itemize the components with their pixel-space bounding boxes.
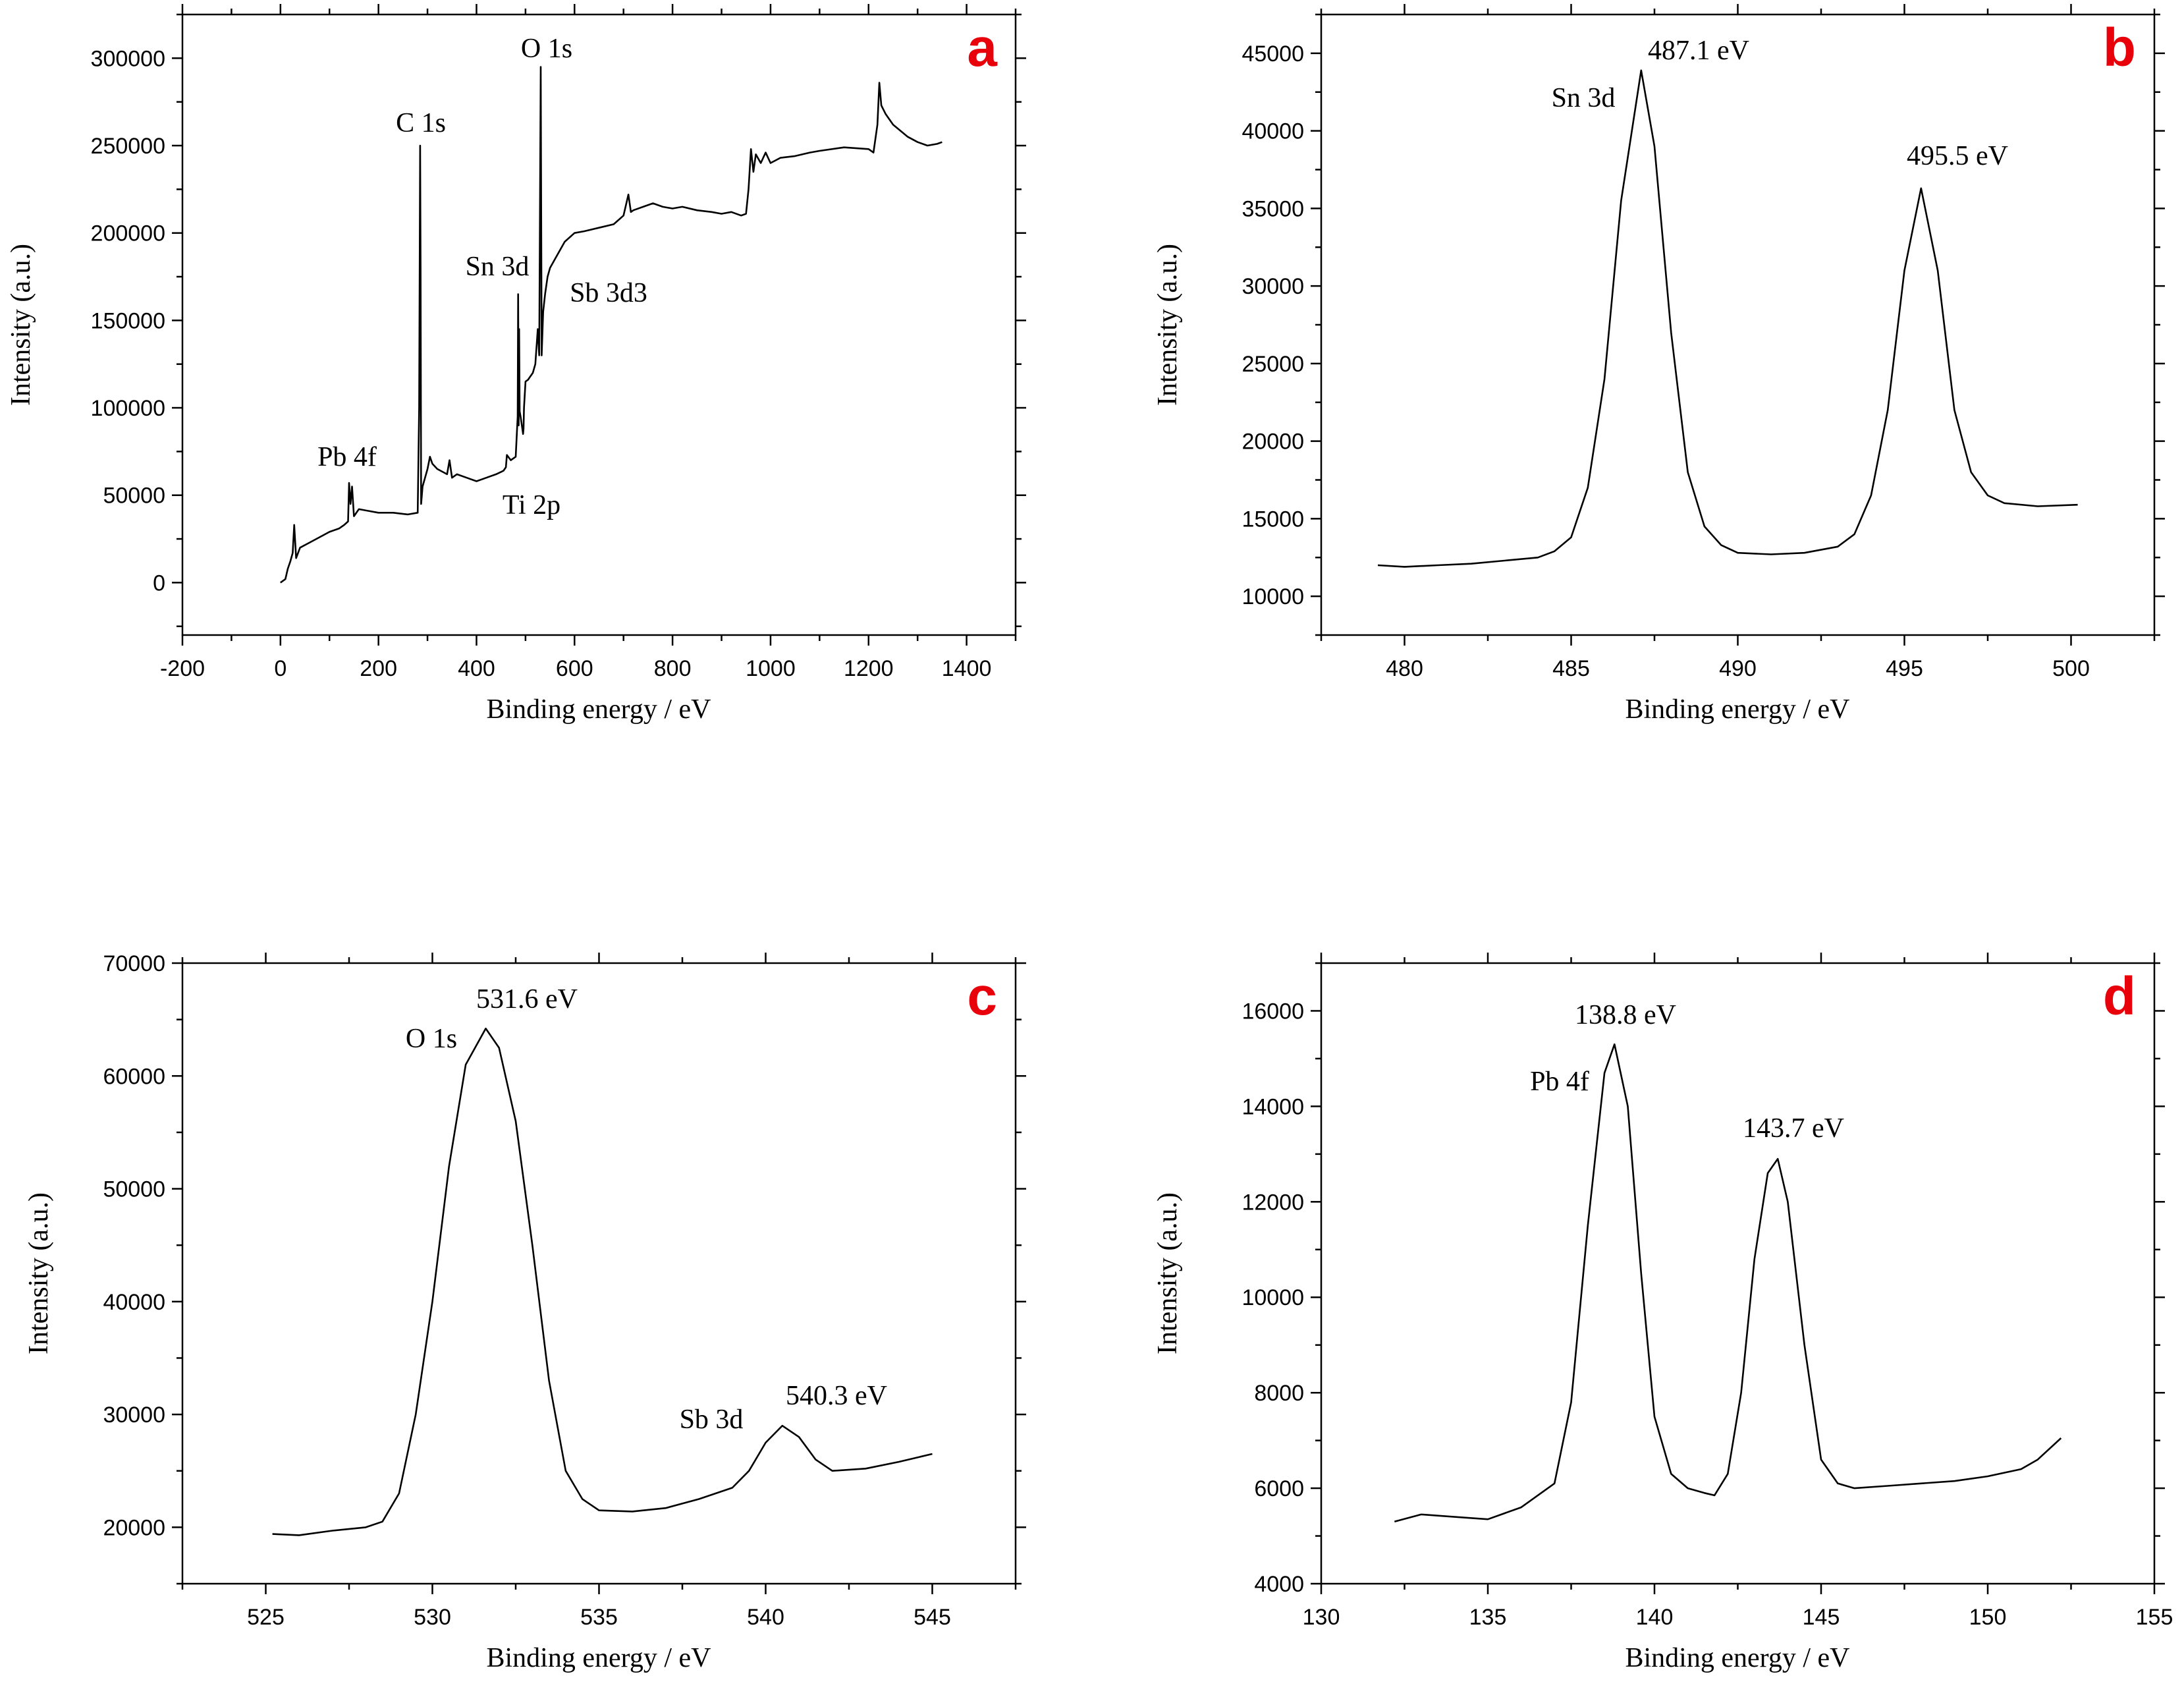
y-tick-label: 30000: [103, 1403, 165, 1428]
annotation-sb3d3: Sb 3d3: [570, 278, 647, 308]
annotation-sn3d: Sn 3d: [466, 252, 530, 282]
annotation-143-7ev: 143.7 eV: [1743, 1113, 1844, 1144]
y-tick-label: 60000: [103, 1064, 165, 1089]
x-tick-label: 490: [1719, 656, 1757, 681]
y-tick-label: 16000: [1242, 999, 1304, 1024]
y-tick-label: 50000: [103, 484, 165, 509]
y-tick-label: 25000: [1242, 352, 1304, 377]
x-tick-label: 200: [360, 656, 397, 681]
y-tick-label: 40000: [1242, 119, 1304, 144]
x-tick-label: 500: [2052, 656, 2090, 681]
x-tick-label: 135: [1469, 1605, 1507, 1630]
y-axis-label-d: Intensity (a.u.): [1153, 1192, 1183, 1354]
annotation-pb4f: Pb 4f: [317, 442, 377, 472]
y-tick-label: 70000: [103, 951, 165, 976]
x-tick-label: 1000: [746, 656, 796, 681]
tick-group-b: 480 485 490 495 500 10000 15000 20000 25000 30000…: [1242, 4, 2165, 681]
x-axis-label-a: Binding energy / eV: [486, 694, 711, 725]
x-tick-label: 495: [1886, 656, 1923, 681]
x-tick-label: 485: [1552, 656, 1590, 681]
tick-group-d: 130 135 140 145 150 155 4000 6000 8000 10000 12000…: [1242, 953, 2173, 1630]
series-line-c: [272, 1028, 933, 1536]
y-tick-label: 50000: [103, 1177, 165, 1202]
plot-frame-a: [181, 13, 1017, 636]
x-axis-label-d: Binding energy / eV: [1625, 1643, 1849, 1673]
y-tick-label: 100000: [91, 396, 165, 421]
x-tick-label: 130: [1303, 1605, 1340, 1630]
annotation-138-8ev: 138.8 eV: [1575, 1000, 1676, 1030]
x-tick-label: 540: [747, 1605, 784, 1630]
x-tick-label: 0: [274, 656, 287, 681]
y-axis-label-b: Intensity (a.u.): [1153, 244, 1183, 406]
y-tick-label: 20000: [1242, 430, 1304, 455]
panel-d: 130 135 140 145 150 155 4000 6000 8000 10000 12000…: [1153, 953, 2173, 1673]
x-tick-label: 1200: [844, 656, 894, 681]
annotation-sb3d-c: Sb 3d: [680, 1405, 744, 1435]
x-axis-label-c: Binding energy / eV: [486, 1643, 711, 1673]
y-tick-label: 250000: [91, 134, 165, 159]
y-tick-label: 30000: [1242, 274, 1304, 299]
tick-group-c: 525 530 535 540 545 20000 30000 40000 50000 60000…: [103, 951, 1026, 1630]
y-tick-label: 300000: [91, 46, 165, 71]
panel-letter-d: d: [2103, 966, 2136, 1026]
panel-a: -200 0 200 400 600 800 1000 1200 1400 0 50000 10000…: [6, 4, 1026, 725]
y-axis-label-a: Intensity (a.u.): [6, 244, 36, 406]
plot-frame-d: [1320, 962, 2156, 1585]
y-tick-label: 10000: [1242, 1285, 1304, 1310]
y-tick-label: 4000: [1254, 1572, 1304, 1597]
x-tick-label: 800: [654, 656, 692, 681]
panel-b: 480 485 490 495 500 10000 15000 20000 25000 30000…: [1153, 4, 2165, 725]
y-tick-label: 15000: [1242, 507, 1304, 532]
y-tick-label: 12000: [1242, 1190, 1304, 1215]
annotation-c1s: C 1s: [396, 108, 446, 138]
y-tick-label: 14000: [1242, 1094, 1304, 1119]
annotation-o1s-c: O 1s: [406, 1024, 457, 1054]
y-tick-label: 45000: [1242, 42, 1304, 67]
series-line-d: [1394, 1043, 2062, 1523]
y-tick-label: 35000: [1242, 196, 1304, 221]
x-tick-label: 400: [458, 656, 495, 681]
y-tick-label: 200000: [91, 221, 165, 246]
x-tick-label: 145: [1803, 1605, 1840, 1630]
series-line-b: [1377, 69, 2078, 568]
y-tick-label: 6000: [1254, 1476, 1304, 1501]
x-tick-label: -200: [160, 656, 205, 681]
annotation-495-5ev: 495.5 eV: [1907, 141, 2008, 171]
panel-letter-a: a: [967, 18, 998, 78]
x-tick-label: 545: [914, 1605, 951, 1630]
y-tick-label: 0: [153, 570, 165, 596]
panel-c: 525 530 535 540 545 20000 30000 40000 50000 60000…: [24, 951, 1026, 1673]
annotation-ti2p: Ti 2p: [503, 490, 560, 520]
series-line-a: [280, 66, 942, 584]
x-tick-label: 1400: [942, 656, 992, 681]
x-tick-label: 600: [556, 656, 593, 681]
x-tick-label: 530: [414, 1605, 451, 1630]
plot-frame-c: [181, 962, 1017, 1585]
y-tick-label: 150000: [91, 308, 165, 333]
x-tick-label: 150: [1969, 1605, 2007, 1630]
y-axis-label-c: Intensity (a.u.): [24, 1192, 54, 1354]
plot-frame-b: [1320, 13, 2156, 636]
annotation-487-1ev: 487.1 eV: [1648, 36, 1749, 66]
annotation-pb4f-d: Pb 4f: [1530, 1067, 1589, 1097]
panel-letter-c: c: [967, 966, 997, 1026]
y-tick-label: 10000: [1242, 584, 1304, 609]
x-tick-label: 525: [247, 1605, 285, 1630]
y-tick-label: 8000: [1254, 1381, 1304, 1406]
x-tick-label: 480: [1386, 656, 1423, 681]
x-axis-label-b: Binding energy / eV: [1625, 694, 1849, 725]
tick-group-a: -200 0 200 400 600 800 1000 1200 1400 0 50000 10000…: [91, 4, 1026, 681]
annotation-531-6ev: 531.6 eV: [476, 984, 578, 1015]
annotation-o1s: O 1s: [521, 34, 572, 64]
annotation-540-3ev: 540.3 eV: [786, 1381, 887, 1411]
y-tick-label: 20000: [103, 1515, 165, 1540]
panel-letter-b: b: [2103, 18, 2136, 78]
y-tick-label: 40000: [103, 1290, 165, 1315]
x-tick-label: 155: [2136, 1605, 2173, 1630]
x-tick-label: 535: [580, 1605, 618, 1630]
annotation-sn3d-b: Sn 3d: [1552, 83, 1616, 113]
x-tick-label: 140: [1636, 1605, 1674, 1630]
